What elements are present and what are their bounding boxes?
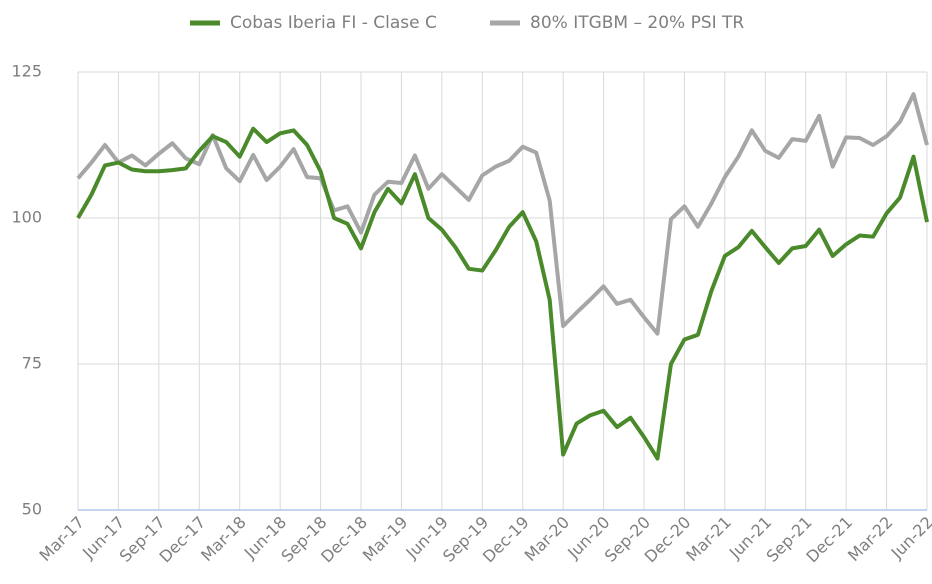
x-tick-label: Mar-22 [844, 513, 897, 566]
x-tick-label: Mar-21 [682, 513, 735, 566]
x-tick-label: Dec-19 [479, 513, 533, 567]
series-line [76, 92, 929, 336]
legend-label: 80% ITGBM – 20% PSI TR [530, 13, 744, 33]
y-tick-label: 125 [11, 62, 42, 81]
series-line [76, 126, 929, 461]
x-tick-label: Mar-19 [359, 513, 412, 566]
y-tick-label: 75 [22, 354, 42, 373]
x-tick-label: Jun-22 [887, 513, 932, 563]
y-tick-label: 50 [22, 500, 42, 519]
x-tick-label: Dec-20 [641, 513, 695, 567]
legend-label: Cobas Iberia FI - Clase C [230, 13, 437, 33]
x-tick-label: Mar-18 [197, 513, 250, 566]
y-tick-label: 100 [11, 208, 42, 227]
x-tick-label: Mar-20 [521, 513, 574, 566]
x-tick-label: Dec-18 [317, 513, 371, 567]
x-tick-label: Mar-17 [35, 513, 88, 566]
x-tick-label: Dec-17 [155, 513, 209, 567]
x-tick-label: Dec-21 [802, 513, 856, 567]
